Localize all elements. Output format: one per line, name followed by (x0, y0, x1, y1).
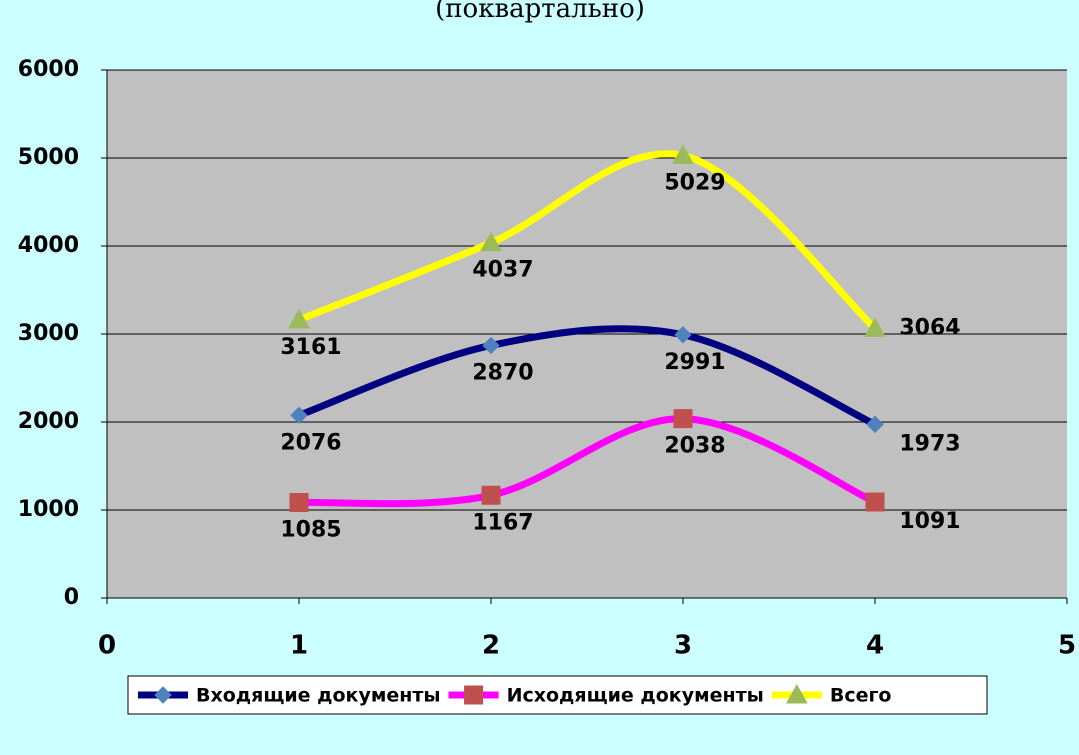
y-tick-label: 4000 (18, 233, 79, 258)
y-tick-label: 1000 (18, 497, 79, 522)
data-label: 2991 (664, 350, 725, 375)
data-label: 3064 (899, 315, 960, 340)
legend-label: Исходящие документы (507, 685, 764, 707)
y-tick-label: 3000 (18, 321, 79, 346)
data-label: 2076 (280, 430, 341, 455)
series-line (297, 150, 878, 331)
data-label: 2038 (664, 434, 725, 459)
marker (482, 336, 500, 355)
marker (288, 308, 310, 329)
marker (785, 683, 808, 704)
marker (481, 485, 501, 505)
marker (864, 317, 886, 337)
legend-label: Входящие документы (196, 685, 441, 707)
x-tick-label: 4 (866, 631, 884, 661)
data-label: 1973 (899, 431, 960, 456)
marker (290, 406, 308, 425)
x-tick-label: 2 (482, 631, 500, 661)
marker (154, 686, 172, 704)
x-tick-label: 3 (674, 631, 692, 661)
marker (866, 415, 884, 434)
data-label: 2870 (472, 360, 533, 385)
y-tick-label: 6000 (18, 57, 79, 82)
x-tick-label: 5 (1058, 631, 1076, 661)
marker (674, 326, 692, 344)
data-label: 1167 (472, 510, 533, 535)
y-tick-label: 2000 (18, 409, 79, 434)
series-line (297, 325, 877, 428)
marker (865, 492, 885, 512)
marker (480, 231, 502, 252)
data-label: 4037 (472, 258, 533, 283)
x-tick-label: 0 (98, 631, 116, 661)
y-tick-label: 5000 (18, 145, 79, 170)
marker (673, 409, 693, 429)
marker (672, 144, 694, 164)
series-line (298, 415, 877, 508)
data-label: 1091 (899, 509, 960, 534)
data-label: 3161 (280, 335, 341, 360)
y-tick-label: 0 (64, 585, 79, 610)
x-tick-label: 1 (290, 631, 308, 661)
data-label: 1085 (280, 518, 341, 543)
legend-label: Всего (830, 685, 892, 707)
chart-subtitle: (поквартально) (435, 0, 645, 24)
legend (127, 675, 988, 715)
marker (464, 685, 484, 705)
data-label: 5029 (664, 170, 725, 195)
marker (289, 493, 309, 513)
